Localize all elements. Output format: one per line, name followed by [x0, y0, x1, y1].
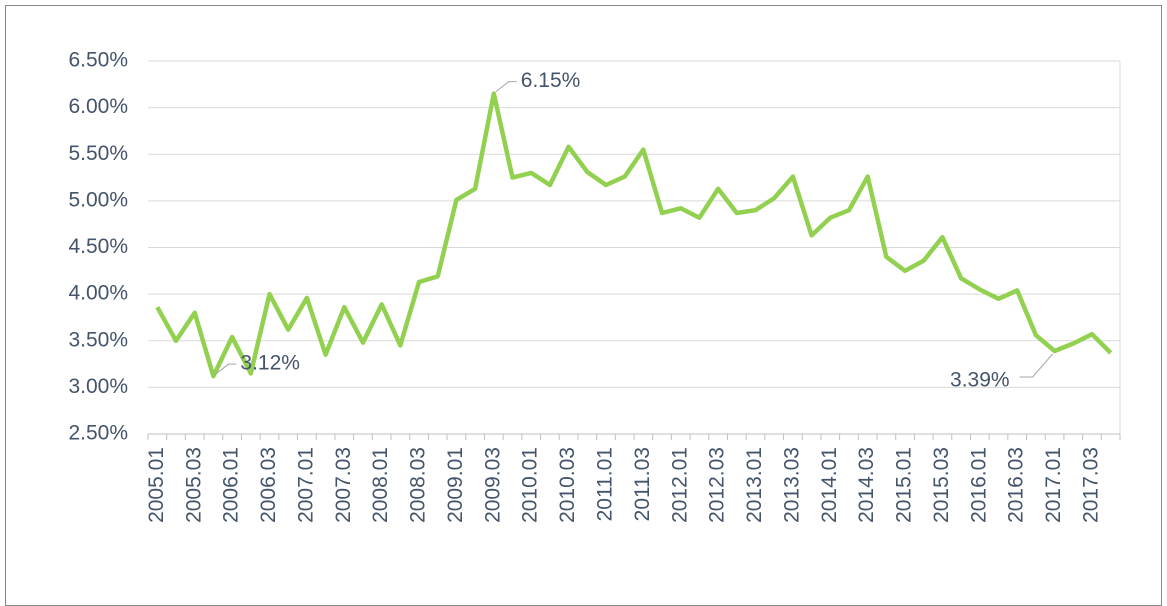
y-tick-label: 5.00%: [68, 188, 128, 211]
leader-line: [495, 81, 517, 93]
x-tick-label: 2017.01: [1042, 447, 1065, 523]
y-tick-label: 3.50%: [68, 328, 128, 351]
y-tick-label: 4.00%: [68, 282, 128, 305]
x-tick-label: 2012.03: [706, 447, 729, 523]
x-tick-label: 2015.01: [893, 447, 916, 523]
y-tick-label: 3.00%: [68, 375, 128, 398]
data-label: 3.39%: [950, 369, 1010, 392]
y-tick-label: 5.50%: [68, 142, 128, 165]
x-tick-label: 2006.03: [257, 447, 280, 523]
x-tick-label: 2012.01: [668, 447, 691, 523]
x-tick-label: 2014.01: [818, 447, 841, 523]
y-tick-label: 6.00%: [68, 95, 128, 118]
x-tick-label: 2017.03: [1080, 447, 1103, 523]
x-tick-label: 2011.01: [594, 447, 617, 521]
leader-line: [1019, 353, 1053, 378]
x-tick-label: 2005.03: [182, 447, 205, 523]
y-tick-label: 6.50%: [68, 49, 128, 72]
x-tick-label: 2007.01: [294, 447, 317, 523]
x-tick-label: 2013.01: [743, 447, 766, 523]
x-tick-label: 2013.03: [780, 447, 803, 523]
x-tick-label: 2009.03: [481, 447, 504, 523]
x-tick-label: 2011.03: [631, 447, 654, 521]
x-tick-label: 2010.01: [519, 447, 542, 523]
x-tick-label: 2008.03: [407, 447, 430, 523]
y-tick-label: 4.50%: [68, 235, 128, 258]
x-tick-label: 2016.01: [967, 447, 990, 523]
y-tick-label: 2.50%: [68, 422, 128, 445]
leader-line: [215, 363, 237, 375]
x-tick-label: 2009.01: [444, 447, 467, 523]
x-tick-label: 2014.03: [855, 447, 878, 523]
x-tick-label: 2006.01: [220, 447, 243, 523]
x-tick-label: 2007.03: [332, 447, 355, 523]
data-label: 6.15%: [521, 69, 581, 92]
data-label: 3.12%: [240, 352, 300, 375]
x-tick-label: 2015.03: [930, 447, 953, 523]
x-tick-label: 2010.03: [556, 447, 579, 523]
x-tick-label: 2016.03: [1005, 447, 1028, 523]
line: [155, 91, 1113, 379]
x-tick-label: 2005.01: [145, 447, 168, 523]
x-tick-label: 2008.01: [369, 447, 392, 523]
